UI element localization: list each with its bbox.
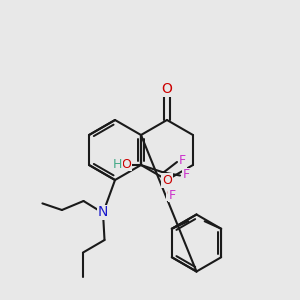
Text: N: N bbox=[98, 206, 108, 219]
Text: F: F bbox=[179, 154, 186, 167]
Text: O: O bbox=[161, 82, 172, 96]
Text: O: O bbox=[121, 158, 131, 171]
Text: F: F bbox=[169, 188, 176, 202]
Text: H: H bbox=[113, 158, 123, 171]
Text: F: F bbox=[182, 168, 190, 182]
Text: O: O bbox=[167, 187, 176, 200]
Text: O: O bbox=[162, 174, 172, 187]
